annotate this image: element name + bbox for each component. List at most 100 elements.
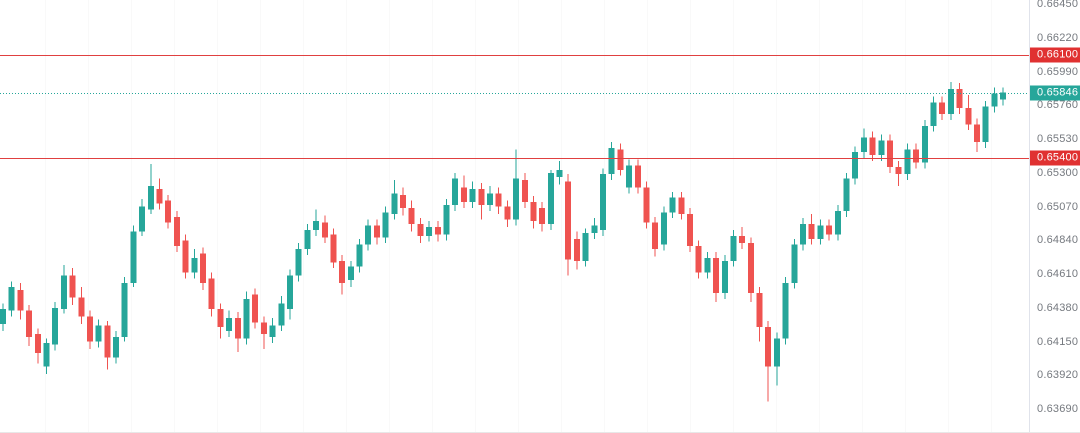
candle-body <box>591 225 598 233</box>
candle-body <box>52 307 59 345</box>
candle-body <box>713 257 720 294</box>
candle-body <box>443 205 450 235</box>
candle <box>347 260 354 288</box>
candle <box>426 221 433 242</box>
candle-body <box>165 200 172 223</box>
price-axis[interactable]: 0.66450 0.66220 0.65990 0.65760 0.65530 0.653… <box>1029 0 1080 433</box>
candle-body <box>417 224 424 236</box>
candle-body <box>347 266 354 280</box>
candle-body <box>939 102 946 115</box>
candle-body <box>878 140 885 156</box>
candle <box>982 100 989 148</box>
candle <box>652 216 659 257</box>
candle-body <box>17 290 24 311</box>
candle-body <box>539 207 546 225</box>
candle-body <box>817 225 824 239</box>
candle <box>226 310 233 338</box>
candle <box>95 319 102 348</box>
candle-body <box>408 207 415 225</box>
candle-body <box>747 243 754 294</box>
candle <box>808 213 815 245</box>
candle <box>565 174 572 276</box>
candle <box>452 172 459 211</box>
candle <box>869 131 876 162</box>
candle-body <box>339 260 346 283</box>
candle-body <box>434 227 441 235</box>
candle <box>304 224 311 255</box>
candle-body <box>217 309 224 327</box>
vertical-gridline <box>991 0 992 433</box>
candle <box>365 219 372 251</box>
candle <box>434 221 441 242</box>
candle <box>878 134 885 162</box>
resistance-price-badge[interactable]: 0.66100 <box>1030 47 1080 63</box>
candle-body <box>947 89 954 115</box>
candle-body <box>513 178 520 220</box>
candle-body <box>895 166 902 175</box>
candle <box>695 240 702 279</box>
chart-plot-area[interactable] <box>0 0 1030 433</box>
candle <box>921 119 928 169</box>
candle <box>956 83 963 115</box>
candle <box>852 146 859 185</box>
candle-body <box>886 140 893 167</box>
vertical-gridline <box>948 0 949 433</box>
candle-body <box>34 334 41 354</box>
candle <box>660 206 667 251</box>
candle-body <box>486 193 493 206</box>
candle-body <box>452 178 459 206</box>
candle-body <box>191 257 198 273</box>
candle <box>495 187 502 214</box>
candle-body <box>695 246 702 273</box>
candle-body <box>973 124 980 142</box>
candle <box>1000 87 1007 106</box>
candle <box>669 191 676 219</box>
candle <box>78 287 85 324</box>
candle-body <box>904 149 911 175</box>
candle <box>547 169 554 230</box>
vertical-gridline <box>432 0 433 433</box>
candle <box>417 218 424 244</box>
vertical-gridline <box>260 0 261 433</box>
candle-body <box>756 293 763 327</box>
candle <box>260 316 267 349</box>
candle-body <box>834 210 841 235</box>
candle <box>600 168 607 236</box>
price-tick-label: 0.65760 <box>1037 99 1079 112</box>
candle <box>339 254 346 295</box>
candle-body <box>286 275 293 310</box>
candle <box>947 81 954 120</box>
candle <box>356 238 363 273</box>
candle <box>200 247 207 291</box>
candle <box>643 181 650 229</box>
candle-body <box>660 212 667 245</box>
candle-body <box>278 303 285 326</box>
candle-body <box>260 322 267 335</box>
candle-body <box>800 224 807 245</box>
candle-body <box>8 287 15 311</box>
candle <box>408 200 415 232</box>
vertical-gridline <box>217 0 218 433</box>
candle-body <box>573 238 580 261</box>
candle-body <box>730 235 737 261</box>
candle-body <box>182 240 189 273</box>
candle <box>43 338 50 374</box>
vertical-gridline <box>819 0 820 433</box>
candle-body <box>113 337 120 358</box>
candle <box>834 205 841 241</box>
candle <box>26 304 33 346</box>
candle-body <box>104 325 111 358</box>
candle <box>721 254 728 299</box>
candle-body <box>269 325 276 338</box>
candle-body <box>547 172 554 225</box>
candle-body <box>478 188 485 206</box>
support-price-badge[interactable]: 0.65400 <box>1030 150 1080 166</box>
candle <box>791 238 798 289</box>
vertical-gridline <box>88 0 89 433</box>
price-tick-label: 0.66450 <box>1037 0 1079 10</box>
candle <box>730 229 737 267</box>
candle <box>739 227 746 250</box>
candle-body <box>782 282 789 339</box>
candle <box>965 94 972 131</box>
